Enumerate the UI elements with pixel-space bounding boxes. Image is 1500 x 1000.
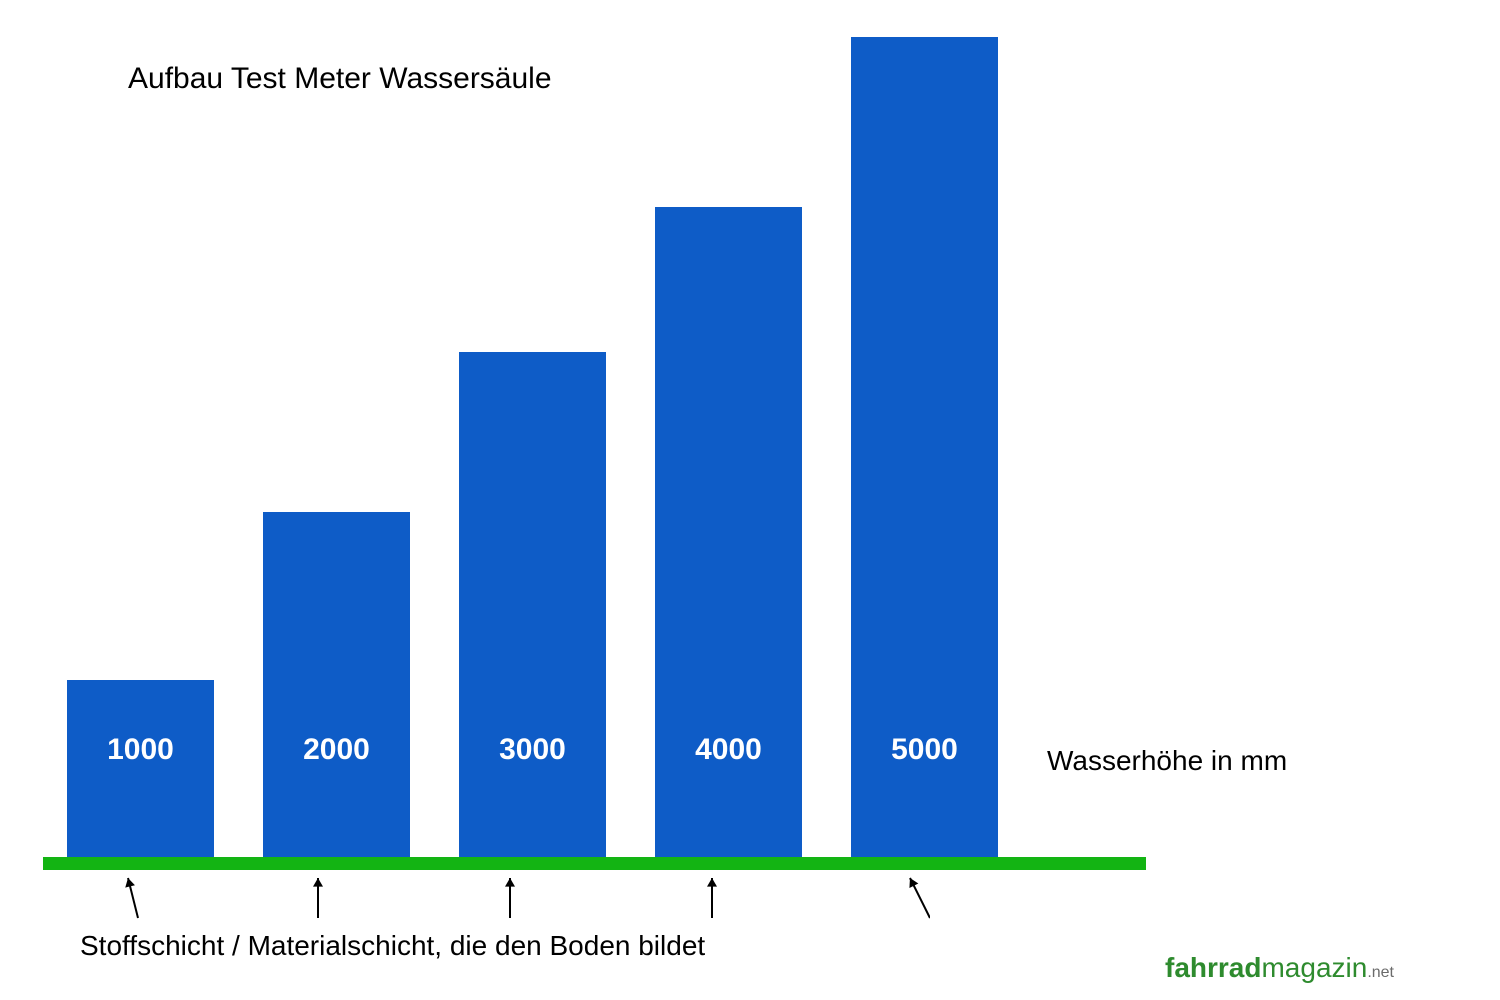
arrow-5 — [890, 876, 930, 926]
bar-1000: 1000 — [67, 680, 214, 857]
axis-label: Wasserhöhe in mm — [1047, 745, 1287, 777]
logo: fahrradmagazin.net — [1165, 952, 1394, 984]
chart-title: Aufbau Test Meter Wassersäule — [128, 62, 552, 96]
bottom-caption: Stoffschicht / Materialschicht, die den … — [80, 930, 705, 962]
arrow-1 — [108, 876, 148, 926]
logo-part2: magazin — [1261, 952, 1367, 983]
bar-label: 2000 — [263, 733, 410, 767]
baseline — [43, 857, 1146, 870]
bar-label: 1000 — [67, 733, 214, 767]
arrow-2 — [298, 876, 338, 926]
bar-5000: 5000 — [851, 37, 998, 857]
bar-2000: 2000 — [263, 512, 410, 857]
bar-4000: 4000 — [655, 207, 802, 857]
logo-part3: .net — [1367, 964, 1394, 981]
bar-label: 3000 — [459, 733, 606, 767]
bar-label: 5000 — [851, 733, 998, 767]
bar-label: 4000 — [655, 733, 802, 767]
arrow-4 — [692, 876, 732, 926]
arrow-3 — [490, 876, 530, 926]
logo-part1: fahrrad — [1165, 952, 1261, 983]
bar-3000: 3000 — [459, 352, 606, 857]
